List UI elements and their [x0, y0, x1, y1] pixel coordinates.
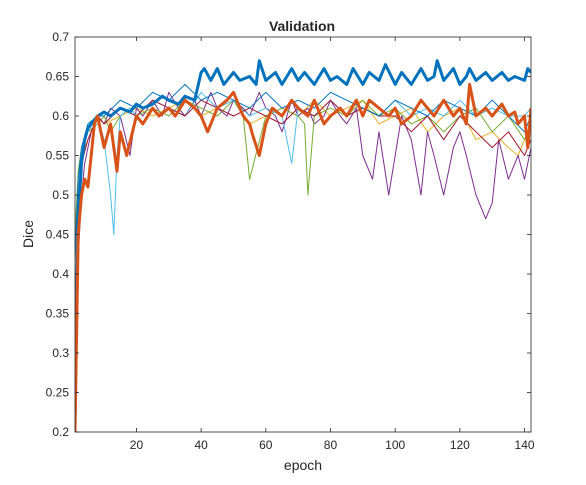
x-tick-label: 100 [385, 438, 405, 452]
y-tick-label: 0.65 [46, 70, 70, 84]
y-tick-label: 0.5 [52, 188, 69, 202]
x-tick-label: 120 [450, 438, 470, 452]
x-tick-label: 60 [259, 438, 273, 452]
y-tick-label: 0.45 [46, 228, 70, 242]
x-tick-label: 140 [515, 438, 535, 452]
y-tick-label: 0.55 [46, 149, 70, 163]
y-axis-label: Dice [20, 220, 36, 248]
plot-area-box [74, 36, 532, 433]
x-axis: 20 40 60 80 100 120 140 [130, 37, 535, 452]
series-line-4 [75, 91, 531, 354]
x-tick-label: 40 [194, 438, 208, 452]
y-tick-label: 0.35 [46, 307, 70, 321]
x-axis-label: epoch [284, 457, 322, 473]
series-line-7 [75, 99, 531, 314]
y-tick-label: 0.2 [52, 425, 69, 439]
y-tick-label: 0.3 [52, 346, 69, 360]
y-tick-label: 0.7 [52, 30, 69, 44]
y-axis: 0.2 0.25 0.3 0.35 0.4 0.45 0.5 0.55 0.6 0.65 0.7 [46, 30, 531, 439]
y-tick-label: 0.4 [52, 267, 69, 281]
x-tick-label: 80 [324, 438, 338, 452]
x-tick-label: 20 [130, 438, 144, 452]
series-line-3 [75, 99, 531, 275]
series-line-8 [75, 83, 531, 259]
series-line-1 [75, 59, 531, 417]
chart-title: Validation [269, 18, 335, 34]
series-line-2 [75, 82, 531, 432]
y-tick-label: 0.25 [46, 386, 70, 400]
y-tick-label: 0.6 [52, 109, 69, 123]
